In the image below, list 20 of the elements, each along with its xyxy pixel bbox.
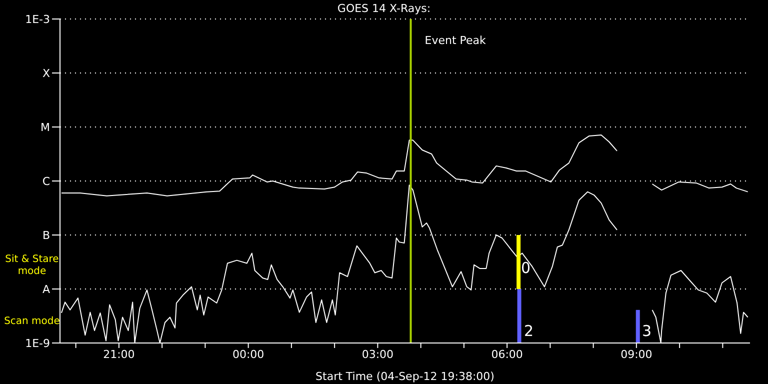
x-tick-label: 00:00 (232, 348, 264, 361)
y-tick-label: 1E-9 (25, 336, 50, 350)
y-tick-label: X (42, 66, 50, 80)
text: Sit & Stare mode (4, 254, 60, 278)
x-tick-label: 09:00 (620, 348, 652, 361)
y-tick-label: A (42, 282, 50, 296)
text: Scan mode (3, 316, 61, 328)
ref-line-label: Event Peak (424, 34, 487, 47)
x-tick-label: 21:00 (103, 348, 135, 361)
x-tick-label: 03:00 (362, 348, 394, 361)
y-tick-label: C (42, 174, 50, 188)
y-tick-label: M (40, 120, 50, 134)
x-axis-title: Start Time (04-Sep-12 19:38:00) (316, 370, 494, 383)
y-tick-label: 1E-3 (25, 12, 50, 26)
annotation: 0 (521, 259, 532, 277)
y-tick-label: B (42, 228, 50, 242)
annotation: 3 (642, 322, 653, 340)
x-tick-label: 06:00 (491, 348, 523, 361)
annotation: 2 (524, 322, 535, 340)
chart-title: GOES 14 X-Rays: (337, 2, 431, 15)
